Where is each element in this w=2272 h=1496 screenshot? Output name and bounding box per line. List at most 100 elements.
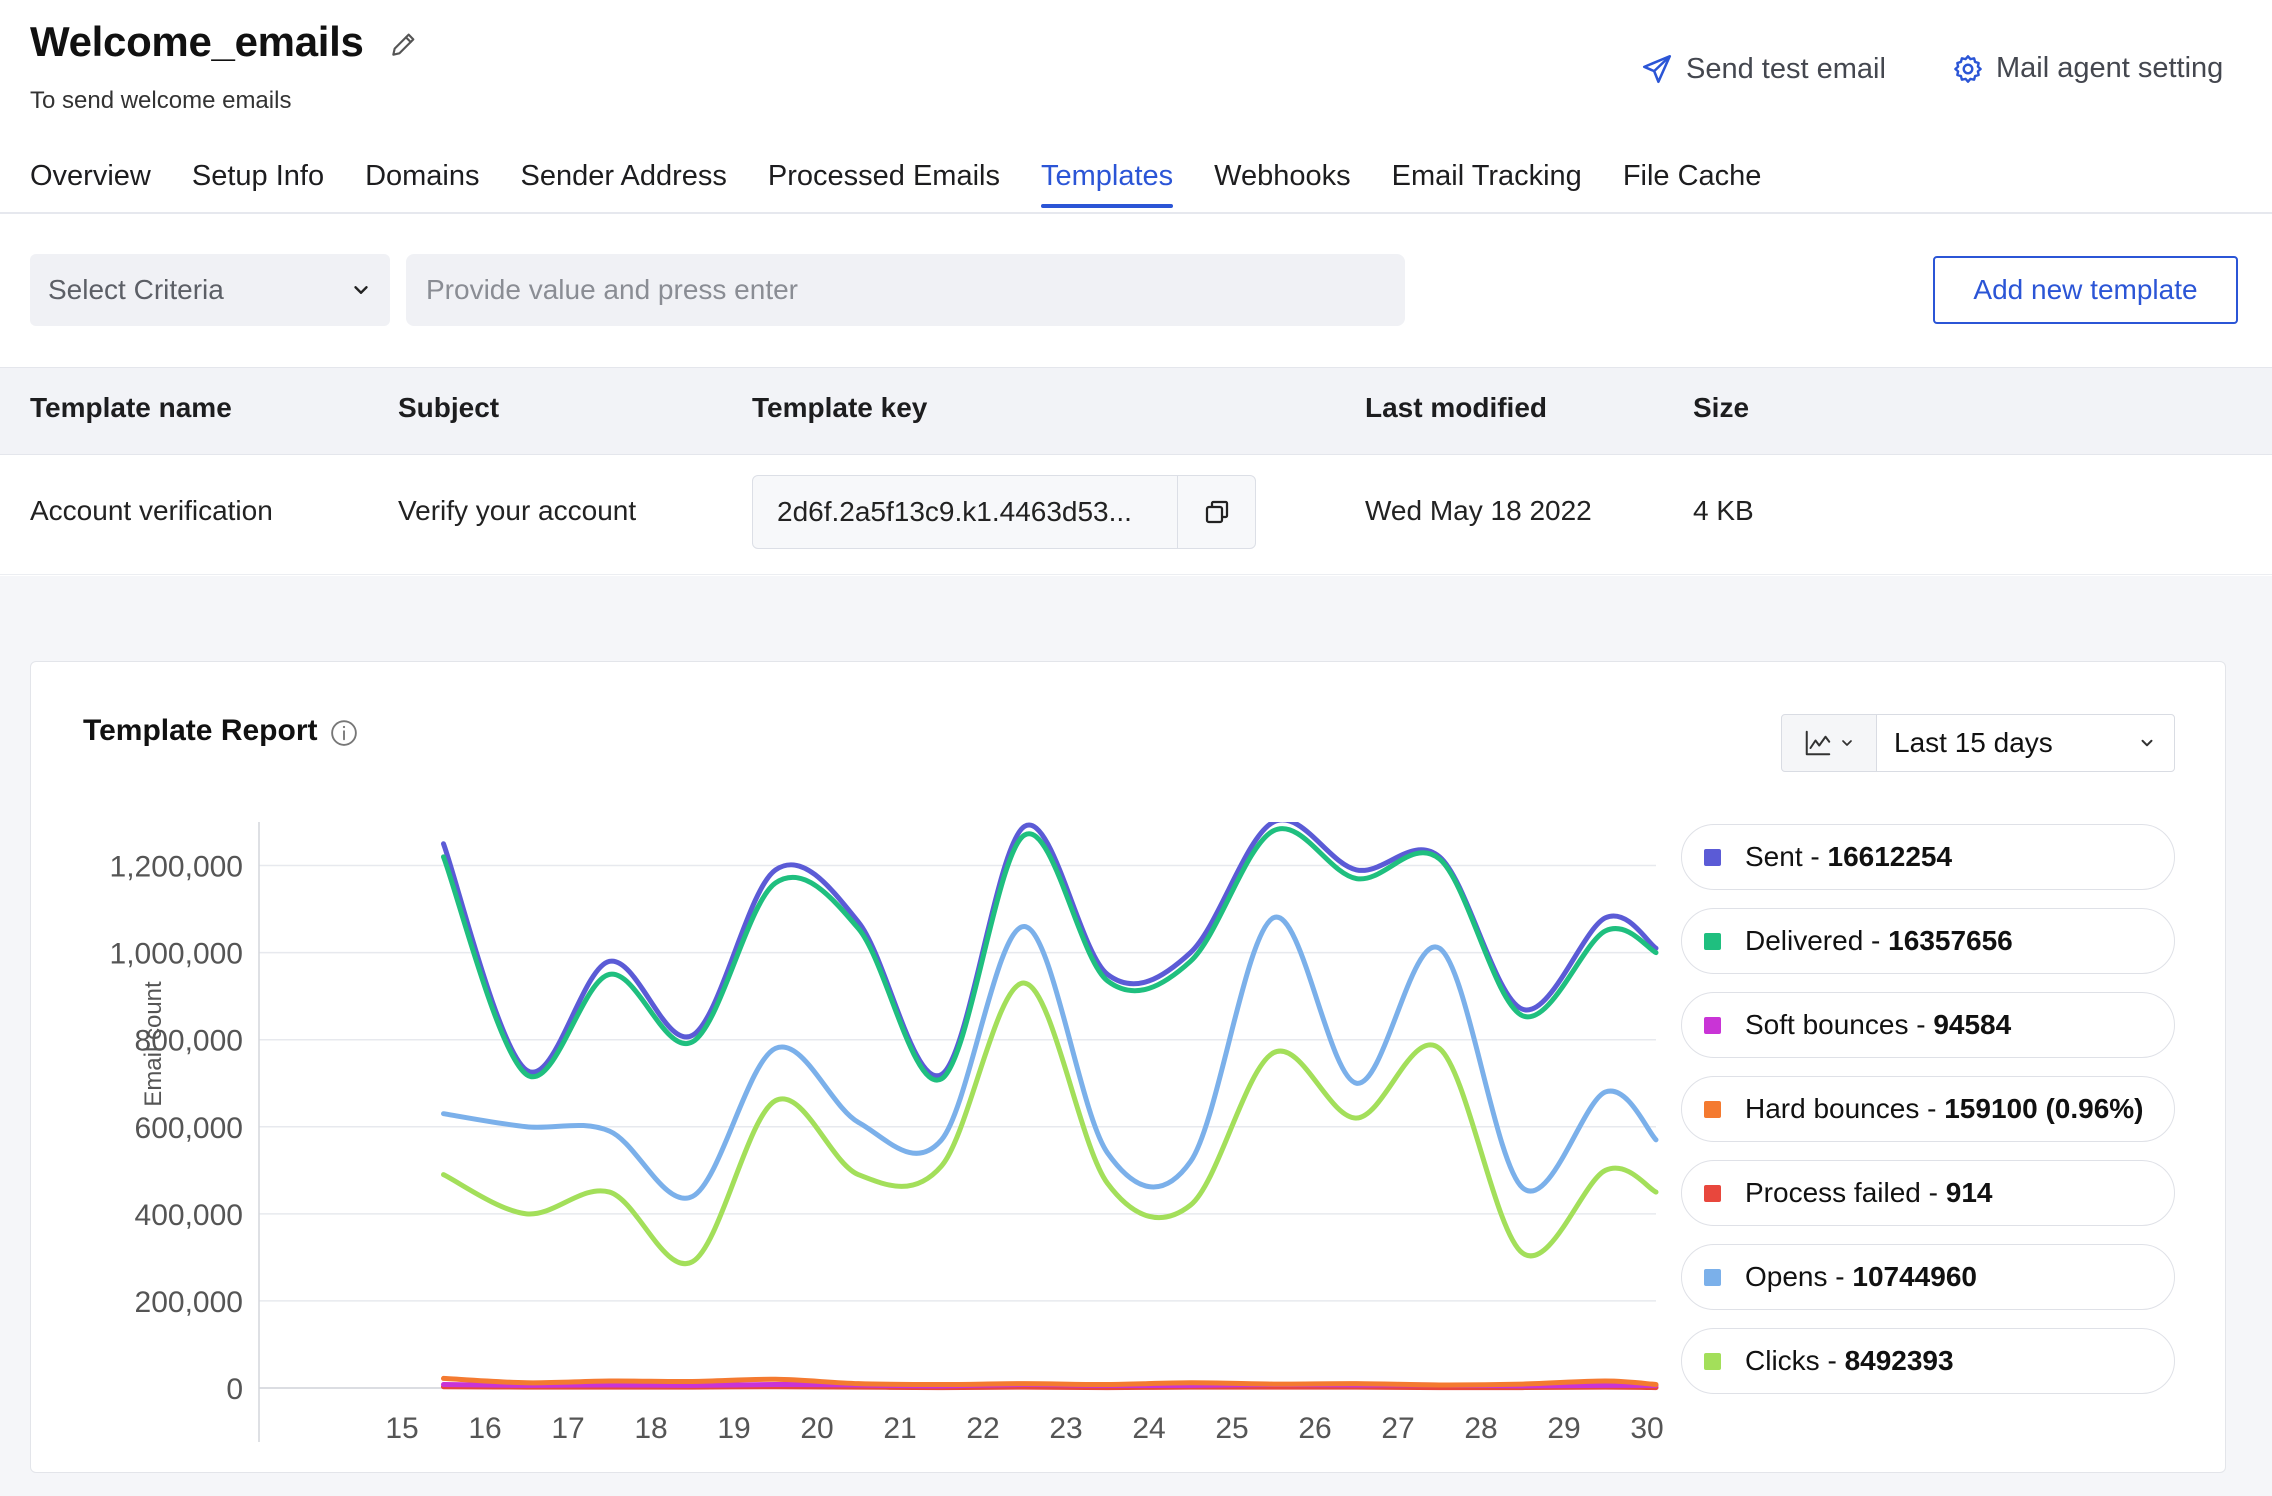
paper-plane-icon [1642,54,1672,84]
legend-swatch [1704,848,1721,866]
date-range-label: Last 15 days [1894,727,2053,758]
legend-item-delivered[interactable]: Delivered - 16357656 [1681,908,2175,974]
x-tick-label: 28 [1464,1412,1497,1442]
legend-label: Clicks [1745,1345,1820,1376]
add-new-template-button[interactable]: Add new template [1933,256,2238,324]
y-tick-label: 1,000,000 [111,938,243,971]
legend-label: Opens [1745,1261,1828,1292]
legend-swatch [1704,1100,1721,1118]
mail-agent-setting-label: Mail agent setting [1996,52,2224,84]
cell-template-name: Account verification [30,495,273,526]
x-tick-label: 30 [1630,1412,1663,1442]
tab-sender-address[interactable]: Sender Address [520,160,727,192]
x-tick-label: 20 [800,1412,833,1442]
legend-swatch [1704,1184,1721,1202]
column-header-template-key: Template key [752,392,928,423]
x-tick-label: 26 [1298,1412,1331,1442]
legend-item-opens[interactable]: Opens - 10744960 [1681,1244,2175,1310]
chevron-down-icon [2141,739,2153,747]
line-chart-icon [1805,730,1831,756]
legend-item-clicks[interactable]: Clicks - 8492393 [1681,1328,2175,1394]
column-header-subject: Subject [398,392,500,423]
legend-label: Delivered [1745,925,1864,956]
page-subtitle: To send welcome emails [30,87,292,114]
y-axis-title: Email count [140,981,167,1107]
chevron-down-icon [1842,740,1852,746]
x-tick-label: 21 [883,1412,916,1442]
tab-domains[interactable]: Domains [365,160,480,192]
y-tick-label: 600,000 [135,1112,243,1145]
x-tick-label: 29 [1547,1412,1580,1442]
pencil-edit-icon[interactable] [388,28,420,60]
tab-email-tracking[interactable]: Email Tracking [1391,160,1582,192]
y-tick-label: 0 [226,1373,243,1406]
chevron-down-icon [354,286,368,294]
x-tick-label: 15 [385,1412,418,1442]
x-tick-label: 23 [1049,1412,1082,1442]
table-header: Template name Subject Template key Last … [0,367,2272,455]
series-line-delivered [441,826,1659,1083]
cell-subject: Verify your account [398,495,637,526]
y-tick-label: 400,000 [135,1199,243,1232]
info-icon[interactable] [329,718,359,748]
legend-item-soft-bounces[interactable]: Soft bounces - 94584 [1681,992,2175,1058]
send-test-email-label: Send test email [1686,52,1886,85]
column-header-last-modified: Last modified [1365,392,1548,423]
y-tick-label: 1,200,000 [111,851,243,884]
legend-value: 16357656 [1888,925,2013,956]
legend-swatch [1704,1016,1721,1034]
legend-swatch [1704,932,1721,950]
legend-swatch [1704,1352,1721,1370]
template-key-value: 2d6f.2a5f13c9.k1.4463d53... [777,496,1132,527]
copy-icon [1205,500,1228,524]
copy-key-button[interactable] [1177,476,1255,548]
tab-processed-emails[interactable]: Processed Emails [767,160,1000,192]
email-line-chart: 0 200,000 400,000 600,000 800,000 1,000,000 1,… [111,822,1664,1442]
legend-label: Sent [1745,841,1803,872]
page-title: Welcome_emails [30,18,364,65]
cell-size: 4 KB [1693,495,1754,526]
table-row[interactable]: Account verification Verify your account… [0,455,2272,575]
criteria-select[interactable]: Select Criteria [30,254,390,326]
report-title: Template Report [83,714,318,747]
legend-value: 94584 [1933,1009,2012,1040]
y-tick-label: 200,000 [135,1286,243,1319]
y-tick-label: 800,000 [135,1025,243,1058]
tab-overview[interactable]: Overview [30,160,151,192]
series-line-clicks [441,980,1659,1267]
column-header-size: Size [1693,392,1750,423]
x-tick-label: 19 [717,1412,750,1442]
legend-value: 914 [1945,1177,1993,1208]
series-line-hard-bounces [441,1375,1659,1388]
chart-type-select[interactable] [1781,714,1877,772]
legend-item-sent[interactable]: Sent - 16612254 [1681,824,2175,890]
legend-label: Soft bounces [1745,1009,1909,1040]
mail-agent-setting-button[interactable]: Mail agent setting [1952,52,2223,85]
legend-label: Hard bounces [1745,1093,1920,1124]
legend-item-hard-bounces[interactable]: Hard bounces - 159100 (0.96%) [1681,1076,2175,1142]
search-input[interactable] [406,254,1405,326]
send-test-email-button[interactable]: Send test email [1640,52,1886,86]
x-tick-label: 25 [1215,1412,1248,1442]
x-tick-label: 22 [966,1412,999,1442]
legend-value: 159100 (0.96%) [1944,1093,2144,1124]
template-report-card: Template Report Last 15 days 0 200,000 400… [30,661,2226,1473]
cell-last-modified: Wed May 18 2022 [1365,495,1592,526]
tab-setup-info[interactable]: Setup Info [191,160,325,192]
x-tick-label: 24 [1132,1412,1165,1442]
gear-icon [1954,54,1982,83]
x-tick-label: 27 [1381,1412,1414,1442]
chart-legend: Sent - 16612254 Delivered - 16357656 Sof… [1681,824,2175,1412]
legend-item-process-failed[interactable]: Process failed - 914 [1681,1160,2175,1226]
tab-file-cache[interactable]: File Cache [1622,160,1762,192]
legend-value: 10744960 [1852,1261,1977,1292]
date-range-select[interactable]: Last 15 days [1876,714,2175,772]
x-tick-label: 16 [468,1412,501,1442]
template-key-field: 2d6f.2a5f13c9.k1.4463d53... [752,475,1256,549]
x-tick-label: 18 [634,1412,667,1442]
tab-templates[interactable]: Templates [1040,160,1174,208]
tab-webhooks[interactable]: Webhooks [1214,160,1351,192]
legend-label: Process failed [1745,1177,1921,1208]
criteria-select-label: Select Criteria [48,274,224,305]
tabs-divider [0,212,2272,214]
